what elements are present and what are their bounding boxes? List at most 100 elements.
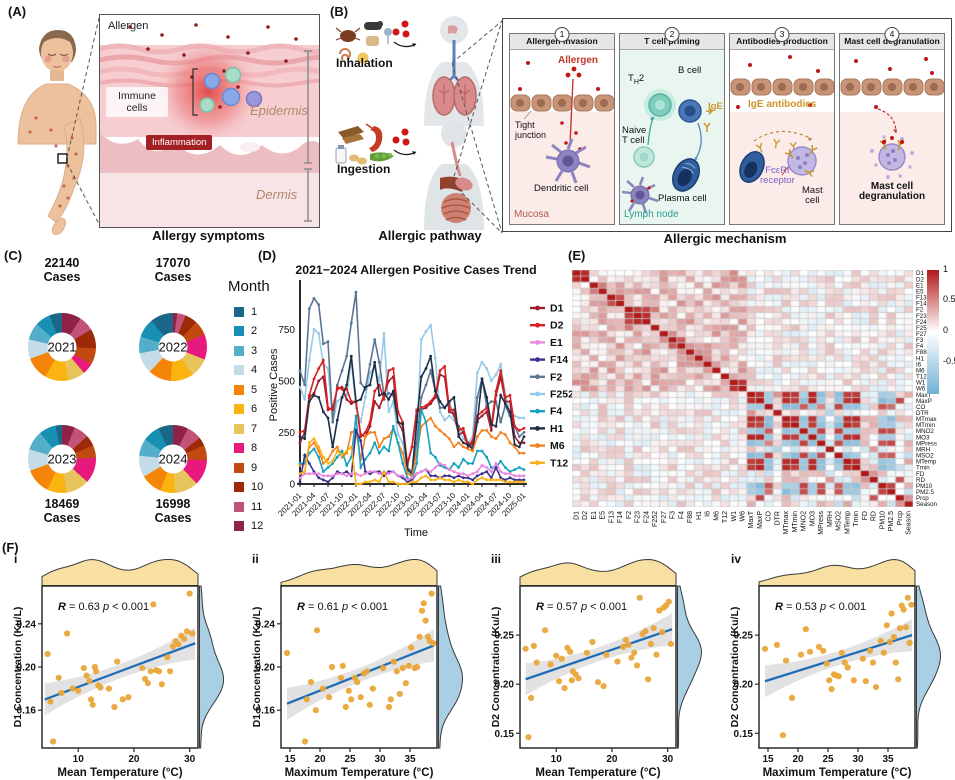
heat-x-label-E5: E5 [600,511,607,520]
series-point-F14 [433,474,437,478]
allergen-label: Allergen [108,20,149,32]
data-point [902,624,910,631]
series-point-H1 [359,398,363,401]
data-point [44,650,51,658]
month-swatch-1 [234,306,244,317]
series-point-F4 [312,447,316,451]
series-point-D1 [387,379,391,383]
data-point [416,633,423,640]
series-point-M6 [373,431,377,434]
step1-art [510,61,614,184]
month-label-9: 9 [251,461,258,474]
heat-x-label-DTR: DTR [774,511,781,525]
series-point-D2 [331,408,335,412]
series-point-F14 [307,462,311,465]
data-point [558,655,565,662]
month-label-12: 12 [251,520,264,533]
series-point-F14 [335,470,339,473]
data-point [420,600,427,607]
correlation-annotation: R = 0.63 p < 0.001 [58,601,149,613]
series-point-F252 [433,356,437,360]
data-point [313,627,321,634]
heatmap-labels: D1D1D2D2E1E1E5E5F13F13F14F14F2F2F23F23F2… [573,270,938,535]
series-point-M6 [387,435,391,438]
data-point [528,694,535,701]
series-point-T12 [443,478,447,482]
series-point-D2 [349,400,353,403]
data-point [345,687,352,694]
series-point-D2 [391,367,395,370]
data-point [422,617,429,624]
data-point [399,665,406,672]
series-point-F2 [307,307,311,311]
data-point [393,668,400,675]
series-point-E1 [485,466,489,469]
series-point-H1 [438,400,442,403]
data-point [111,703,118,711]
series-point-E1 [513,474,517,478]
zoom-dash-top [66,17,100,159]
data-point [533,659,540,666]
data-point [628,654,635,661]
series-point-H1 [312,393,316,397]
donut-2021: 2021 [28,313,96,381]
correlation-annotation: R = 0.53 p < 0.001 [775,601,866,613]
data-point [859,655,866,662]
data-point [583,649,590,656]
series-point-E1 [410,476,414,480]
series-point-H1 [326,416,330,420]
series-point-M6 [494,437,498,440]
series-point-T12 [457,478,461,482]
data-point [667,640,675,647]
panel-c-label: (C) [4,248,23,263]
series-point-H1 [457,435,461,438]
epidermis-label: Epidermis [250,103,308,118]
data-point [631,649,638,656]
data-point [387,696,394,703]
data-point [139,665,146,672]
series-point-H1 [345,383,349,387]
regression-line [286,644,435,705]
data-point [169,643,176,650]
heat-y-label-Season: Season [916,501,938,508]
hand [51,217,67,235]
data-point [886,638,893,646]
heat-x-label-MaxP: MaxP [757,511,764,529]
series-point-F2 [429,369,433,372]
data-point [835,673,842,680]
month-legend-item-3: 3 [234,341,263,361]
th2-label: TH2 [628,73,645,86]
series-point-F4 [499,459,503,463]
data-point [622,636,629,644]
series-point-T12 [513,480,517,484]
series-point-F2 [387,391,391,395]
series-point-H1 [447,400,451,403]
step4-art [840,57,944,179]
series-point-T12 [429,478,433,482]
series-point-D2 [373,389,377,393]
series-point-D2 [499,369,503,372]
blush [44,55,52,63]
month-label-4: 4 [251,364,258,377]
series-point-D2 [513,424,517,428]
series-point-E1 [471,472,475,476]
series-point-E1 [433,466,437,469]
series-point-M6 [499,431,503,434]
series-point-T12 [340,453,344,457]
series-point-T12 [517,480,521,484]
x-tick-30: 30 [374,754,386,765]
series-point-F14 [461,476,465,480]
series-point-D1 [312,391,316,395]
zoom-dash-bottom [66,162,100,225]
series-point-E1 [326,474,330,478]
step3-art [730,55,834,183]
series-point-F2 [303,383,307,387]
series-point-F4 [461,457,465,461]
month-swatch-7 [234,423,244,434]
data-point [47,698,54,705]
data-point [802,626,809,633]
heat-x-label-MSO2: MSO2 [836,511,843,531]
series-point-T12 [331,459,335,463]
donut-2024-year: 2024 [158,444,188,474]
data-point [357,694,364,701]
